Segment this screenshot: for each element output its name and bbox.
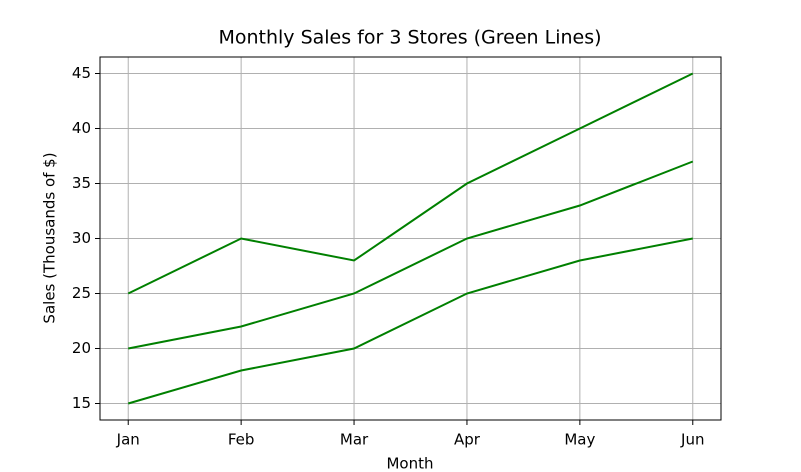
y-tick-label: 35 <box>72 174 91 192</box>
y-tick-label: 30 <box>72 229 91 247</box>
y-tick-label: 40 <box>72 119 91 137</box>
x-tick-label: Jun <box>680 431 704 449</box>
x-tick-label: Mar <box>340 431 369 449</box>
series-line <box>128 160 694 350</box>
x-tick-label: Jan <box>116 431 140 449</box>
plot-frame <box>99 56 722 421</box>
y-tick-label: 20 <box>72 339 91 357</box>
y-tick-label: 45 <box>72 64 91 82</box>
series-line <box>127 237 693 405</box>
y-tick-label: 15 <box>72 394 91 412</box>
y-tick-label: 25 <box>72 284 91 302</box>
x-axis-label: Month <box>386 455 433 472</box>
x-tick-label: May <box>564 431 595 449</box>
x-tick-label: Apr <box>454 431 481 449</box>
chart-title: Monthly Sales for 3 Stores (Green Lines) <box>218 27 601 49</box>
series-line <box>127 72 694 295</box>
x-tick-label: Feb <box>228 431 255 449</box>
y-axis-label: Sales (Thousands of $) <box>41 152 59 323</box>
